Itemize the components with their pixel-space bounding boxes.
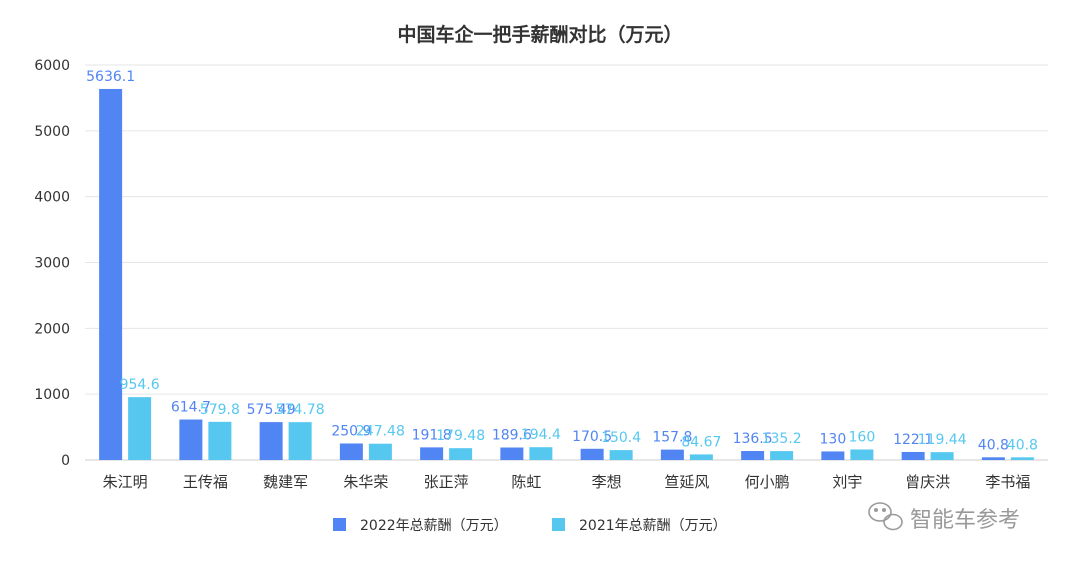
bar-2021-1 — [128, 397, 152, 460]
bar-2022-5 — [420, 447, 444, 460]
x-category-label: 魏建军 — [263, 473, 308, 491]
data-label-2022-6: 189.6 — [492, 428, 532, 444]
data-label-2021-2: 579.8 — [200, 402, 240, 418]
bar-2022-4 — [339, 443, 363, 460]
y-tick-label: 5000 — [34, 124, 70, 140]
wechat-icon — [868, 502, 903, 531]
legend-swatch-2021 — [552, 518, 565, 531]
x-category-label: 王传福 — [183, 473, 228, 491]
data-label-2021-12: 40.8 — [1007, 437, 1038, 453]
data-label-2022-7: 170.5 — [572, 429, 612, 445]
gridlines — [85, 64, 1048, 461]
data-label-2022-10: 130 — [820, 431, 847, 447]
bar-2021-2 — [208, 421, 232, 460]
data-label-2022-11: 122.1 — [893, 432, 933, 448]
x-category-label: 李想 — [592, 473, 622, 491]
data-label-2021-3: 574.78 — [276, 402, 325, 418]
legend-label-2021: 2021年总薪酬（万元） — [579, 518, 727, 534]
x-category-label: 笪延风 — [664, 473, 709, 491]
legend-swatch-2022 — [333, 518, 346, 531]
x-category-label: 曾庆洪 — [905, 473, 950, 491]
data-label-2021-8: 84.67 — [681, 434, 721, 450]
data-label-2021-4: 247.48 — [356, 424, 405, 440]
data-label-2022-9: 136.5 — [733, 431, 773, 447]
bar-2021-3 — [288, 422, 312, 460]
y-tick-label: 6000 — [34, 58, 70, 74]
bar-2022-9 — [741, 451, 765, 460]
bar-2021-4 — [368, 443, 392, 460]
y-tick-label: 4000 — [34, 190, 70, 206]
data-label-2021-11: 119.44 — [918, 432, 967, 448]
bar-2021-6 — [529, 447, 553, 460]
y-axis: 0 1000 2000 3000 4000 5000 6000 — [34, 58, 70, 469]
data-label-2022-2: 614.7 — [171, 400, 211, 416]
data-label-2022-12: 40.8 — [978, 437, 1009, 453]
data-label-2022-3: 575.49 — [247, 402, 296, 418]
x-category-label: 朱江明 — [103, 473, 148, 491]
data-label-2021-10: 160 — [849, 429, 876, 445]
bar-2022-11 — [901, 451, 925, 460]
data-label-2021-1: 954.6 — [120, 377, 160, 393]
bar-2021-12 — [1010, 457, 1034, 460]
bar-2021-8 — [689, 454, 713, 460]
data-label-2022-1: 5636.1 — [86, 69, 135, 85]
bar-2021-7 — [609, 450, 633, 460]
x-category-label: 朱华荣 — [343, 473, 388, 491]
legend-label-2022: 2022年总薪酬（万元） — [360, 518, 508, 534]
x-category-label: 李书福 — [985, 473, 1030, 491]
y-tick-label: 0 — [61, 453, 70, 469]
bar-2022-7 — [580, 448, 604, 460]
bar-2022-2 — [179, 419, 203, 460]
x-category-label: 刘宇 — [832, 473, 862, 491]
bar-2021-9 — [770, 451, 794, 460]
x-category-label: 何小鹏 — [745, 473, 790, 491]
x-axis: 朱江明 王传福 魏建军 朱华荣 张正萍 陈虹 李想 笪延风 何小鹏 刘宇 曾庆洪 李书福 — [103, 473, 1031, 491]
bar-2022-3 — [259, 422, 283, 460]
y-tick-label: 2000 — [34, 321, 70, 337]
data-label-2022-8: 157.8 — [652, 430, 692, 446]
legend: 2022年总薪酬（万元） 2021年总薪酬（万元） — [333, 518, 727, 534]
y-tick-label: 3000 — [34, 256, 70, 272]
bar-2022-1 — [99, 88, 123, 460]
bar-2021-5 — [449, 448, 473, 460]
data-label-2021-9: 135.2 — [762, 431, 802, 447]
watermark-text: 智能车参考 — [910, 508, 1020, 533]
data-label-2022-5: 191.8 — [412, 427, 452, 443]
data-label-2021-7: 150.4 — [601, 430, 641, 446]
y-tick-label: 1000 — [34, 387, 70, 403]
watermark: 智能车参考 — [868, 502, 1020, 533]
bar-2022-10 — [821, 451, 845, 460]
bar-2021-10 — [850, 449, 874, 460]
data-label-2022-4: 250.9 — [331, 423, 371, 439]
x-category-label: 陈虹 — [511, 473, 541, 491]
data-label-2021-6: 194.4 — [521, 427, 561, 443]
chart-title: 中国车企一把手薪酬对比（万元） — [397, 23, 682, 46]
x-category-label: 张正萍 — [424, 473, 469, 491]
data-label-2021-5: 179.48 — [436, 428, 485, 444]
bar-2021-11 — [930, 452, 954, 460]
bar-2022-8 — [660, 449, 684, 460]
bar-2022-6 — [500, 447, 524, 460]
bars — [99, 88, 1034, 460]
bar-2022-12 — [981, 457, 1005, 460]
